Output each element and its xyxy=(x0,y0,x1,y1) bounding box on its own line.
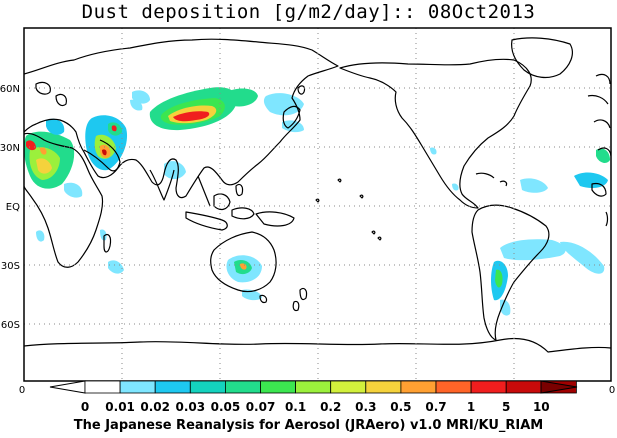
colorbar: 0 0.01 0.02 0.03 0.05 0.07 0.1 0.2 0.3 0.5 0.7 1 5 10… xyxy=(19,380,615,414)
colorbar-tick-label: 0.5 xyxy=(390,400,411,414)
colorbar-tick-label: 0.7 xyxy=(425,400,446,414)
colorbar-box xyxy=(365,380,402,394)
colorbar-box xyxy=(119,380,156,394)
colorbar-tick-label: 0.1 xyxy=(285,400,306,414)
colorbar-box xyxy=(295,380,332,394)
lat-label-30s: 30S xyxy=(1,261,20,272)
colorbar-box xyxy=(189,380,226,394)
plume-south-america xyxy=(500,239,566,261)
colorbar-tick-label: 0.05 xyxy=(211,400,241,414)
coastline-north-america xyxy=(339,58,532,209)
colorbar-box xyxy=(400,380,437,394)
lat-labels: 60N 30N EQ 30S 60S xyxy=(0,84,20,331)
colorbar-box xyxy=(470,380,507,394)
colorbar-box xyxy=(435,380,472,394)
colorbar-tick-label: 10 xyxy=(533,400,550,414)
colorbar-box xyxy=(154,380,191,394)
colorbar-tick-labels: 0 0.01 0.02 0.03 0.05 0.07 0.1 0.2 0.3 0.5 0.7 1 5 10 xyxy=(81,400,550,414)
colorbar-tick-label: 0.03 xyxy=(175,400,205,414)
coastline-africa xyxy=(24,132,104,268)
colorbar-tick-label: 0.01 xyxy=(105,400,135,414)
colorbar-tick-label: 0 xyxy=(81,400,89,414)
colorbar-left-arrow xyxy=(49,380,86,394)
colorbar-box xyxy=(224,380,261,394)
colorbar-tick-label: 0.02 xyxy=(140,400,170,414)
colorbar-right-end-label: 0 xyxy=(609,385,615,396)
colorbar-tick-label: 0.2 xyxy=(320,400,341,414)
colorbar-box xyxy=(84,380,121,394)
coastline-eurasia xyxy=(24,38,339,199)
lat-label-30n: 30N xyxy=(0,143,20,154)
colorbar-box xyxy=(505,380,542,394)
coastline-australia xyxy=(210,231,277,293)
lat-label-60n: 60N xyxy=(0,84,20,95)
colorbar-tick-label: 5 xyxy=(502,400,510,414)
grid-lines xyxy=(24,28,611,381)
colorbar-right-arrow xyxy=(540,380,578,394)
footer-credit: The Japanese Reanalysis for Aerosol (JRA… xyxy=(73,418,544,433)
colorbar-tick-label: 0.3 xyxy=(355,400,376,414)
colorbar-tick-label: 1 xyxy=(467,400,475,414)
coastlines xyxy=(24,37,611,353)
colorbar-left-end-label: 0 xyxy=(19,385,25,396)
coastline-antarctica xyxy=(24,337,611,353)
lat-label-eq: EQ xyxy=(6,202,20,213)
colorbar-tick-label: 0.07 xyxy=(246,400,276,414)
lat-label-60s: 60S xyxy=(1,320,20,331)
colorbar-box xyxy=(330,380,367,394)
colorbar-boxes xyxy=(84,380,577,394)
colorbar-box xyxy=(260,380,296,394)
map-title: Dust deposition [g/m2/day]:: 08Oct2013 xyxy=(81,1,536,23)
coastline-south-america xyxy=(471,204,550,341)
